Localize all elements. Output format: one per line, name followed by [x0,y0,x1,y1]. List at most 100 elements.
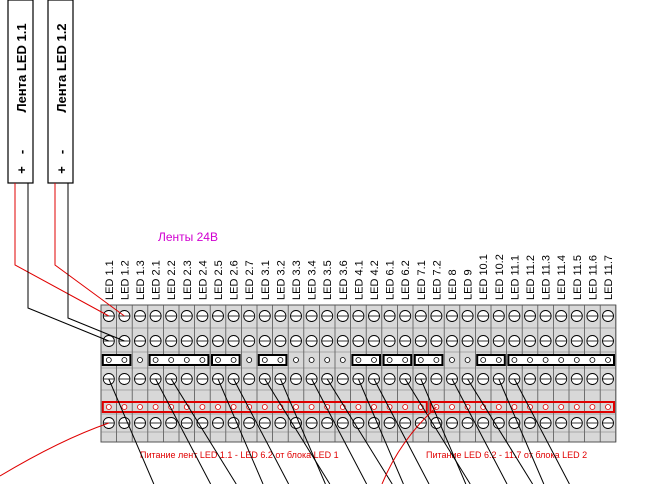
terminal-label: LED 1.2 [119,260,131,300]
terminal-label: LED 11.2 [525,255,537,300]
jumper-hole [402,357,409,363]
strip-box [47,0,74,184]
wire [373,378,430,484]
terminal-label: LED 11.7 [603,255,615,300]
terminal-label: LED 10.2 [494,254,506,300]
jumper-hole [152,357,159,363]
plus-label: + [54,166,69,174]
power-hole [105,404,112,410]
strip-title: Лента LED 1.1 [14,23,29,112]
power-hole [589,404,596,410]
power-hole [449,404,455,410]
wire [311,378,368,484]
power-hole [542,404,549,410]
terminal-label: LED 7.2 [431,260,443,300]
terminal-label: LED 1.1 [104,260,116,300]
terminal-label: LED 11.4 [556,255,568,300]
wire [14,183,110,317]
jumper-hole [527,357,533,363]
power-bar [429,401,615,413]
terminal-label: LED 4.1 [353,260,365,300]
wire [170,378,237,484]
jumper-hole [449,357,455,363]
terminal-label: LED 3.6 [338,260,350,300]
jumper-hole [495,357,502,363]
jumper-hole [511,357,518,363]
power-hole [605,404,611,410]
minus-label: - [14,150,29,154]
jumper-hole [230,357,237,363]
power-hole [230,404,237,410]
terminal-label: LED 10.1 [478,254,490,300]
jumper-hole [121,357,128,363]
jumper [413,354,444,366]
wire [279,378,326,484]
jumper-hole [105,357,112,363]
jumper-hole [324,357,331,363]
wire [108,378,155,484]
terminal-label: LED 3.2 [275,260,287,300]
wire [357,378,404,484]
jumper-hole [261,357,268,363]
wire [451,378,508,484]
terminal-label: LED 11.5 [572,255,584,300]
wire [420,378,467,484]
jumper [382,354,413,366]
wire [67,183,125,342]
strip-box [7,0,34,184]
terminal-label: LED 2.6 [229,260,241,300]
jumper-hole [371,357,377,363]
jumper [211,354,241,366]
terminal-label: LED 3.1 [260,260,272,300]
wire [233,378,290,484]
terminal-label: LED 8 [447,269,459,300]
wire [404,378,471,484]
wire [467,378,534,484]
wire [0,422,109,477]
jumper-hole [293,357,299,363]
terminal-label: LED 6.2 [400,260,412,300]
terminal-label: LED 6.1 [385,260,397,300]
wire [513,378,570,484]
terminal-label: LED 11.1 [509,255,521,300]
terminal-label: LED 11.3 [541,255,553,300]
jumper-hole [542,357,549,363]
wire [381,406,437,484]
terminal-label: LED 2.4 [197,260,209,300]
jumper-hole [433,357,440,363]
power-hole [495,404,502,410]
jumper-hole [199,357,206,363]
wire [326,378,393,484]
jumper [257,354,288,366]
group-label: Ленты 24В [158,230,218,244]
jumper-hole [183,357,190,363]
terminal-label: LED 7.1 [416,260,428,300]
wire [264,378,331,484]
terminal-label: LED 9 [463,269,475,300]
power-hole [573,404,580,410]
wire [54,183,125,317]
terminal-label: LED 11.6 [587,255,599,300]
power-hole [215,404,221,410]
jumper-hole [168,357,175,363]
terminal-label: LED 4.2 [369,260,381,300]
strip-title: Лента LED 1.2 [54,23,69,112]
wire [155,378,212,484]
jumper-hole [605,357,611,363]
jumper-hole [573,357,580,363]
caption: Питание лент LED 1.1 - LED 6.2 от блока … [140,450,339,460]
power-hole [371,404,377,410]
jumper-hole [558,357,565,363]
power-bar [101,401,428,413]
jumper-hole [246,357,253,363]
jumper-hole [137,357,143,363]
power-hole [137,404,143,410]
jumper-hole [589,357,596,363]
terminal-label: LED 3.4 [307,260,319,300]
jumper-hole [417,357,424,363]
power-hole [511,404,518,410]
power-hole [355,404,362,410]
jumper-hole [480,357,487,363]
